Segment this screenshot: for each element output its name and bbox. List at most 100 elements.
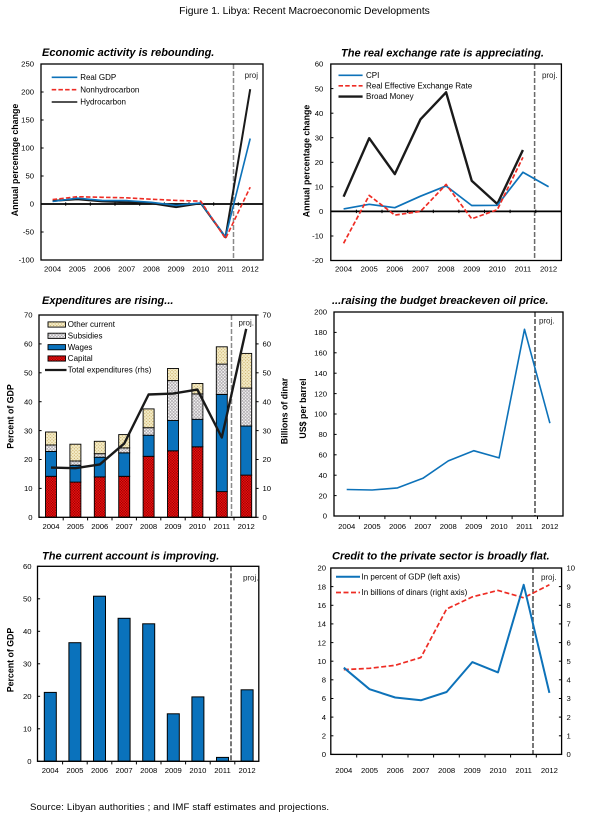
svg-text:Source: Libyan authorities ; a: Source: Libyan authorities ; and IMF sta…	[30, 802, 329, 813]
svg-text:2009: 2009	[164, 522, 181, 531]
svg-text:2011: 2011	[515, 265, 532, 274]
svg-text:2004: 2004	[335, 766, 353, 775]
svg-text:30: 30	[263, 426, 272, 435]
svg-text:0: 0	[323, 512, 327, 521]
svg-text:8: 8	[322, 676, 326, 685]
svg-text:2012: 2012	[238, 522, 255, 531]
svg-text:0: 0	[263, 513, 267, 522]
svg-text:160: 160	[314, 349, 327, 358]
svg-text:2012: 2012	[541, 766, 558, 775]
svg-text:8: 8	[567, 601, 571, 610]
svg-text:Billions of dinar: Billions of dinar	[280, 377, 290, 444]
svg-text:CPI: CPI	[366, 71, 379, 80]
svg-text:Total expenditures (rhs): Total expenditures (rhs)	[68, 366, 152, 375]
svg-text:20: 20	[263, 455, 272, 464]
svg-text:10: 10	[317, 657, 326, 666]
svg-text:The current account is improvi: The current account is improving.	[42, 551, 219, 563]
svg-text:10: 10	[315, 183, 324, 192]
svg-text:Other current: Other current	[68, 320, 116, 329]
svg-text:200: 200	[21, 88, 34, 97]
svg-text:70: 70	[263, 311, 272, 320]
svg-text:200: 200	[314, 308, 327, 317]
svg-text:-50: -50	[23, 228, 34, 237]
svg-text:2008: 2008	[440, 522, 457, 531]
svg-text:10: 10	[567, 564, 576, 573]
svg-text:Economic activity is reboundin: Economic activity is rebounding.	[42, 47, 214, 59]
svg-text:2007: 2007	[412, 766, 429, 775]
svg-text:2011: 2011	[217, 265, 234, 274]
svg-text:2010: 2010	[489, 766, 506, 775]
svg-text:30: 30	[315, 133, 324, 142]
svg-text:20: 20	[24, 455, 33, 464]
svg-text:proj.: proj.	[238, 319, 254, 328]
svg-text:2007: 2007	[116, 522, 133, 531]
svg-text:proj.: proj.	[243, 574, 259, 583]
svg-text:5: 5	[567, 657, 571, 666]
svg-text:50: 50	[315, 84, 324, 93]
svg-text:10: 10	[24, 484, 33, 493]
svg-text:0: 0	[28, 513, 32, 522]
svg-text:18: 18	[317, 582, 326, 591]
svg-text:30: 30	[24, 426, 33, 435]
svg-text:US$ per barrel: US$ per barrel	[298, 378, 308, 438]
svg-text:Percent of GDP: Percent of GDP	[6, 628, 16, 693]
svg-text:60: 60	[24, 340, 33, 349]
svg-text:20: 20	[23, 692, 32, 701]
svg-text:Nonhydrocarbon: Nonhydrocarbon	[80, 85, 139, 94]
svg-text:9: 9	[567, 582, 571, 591]
svg-text:60: 60	[315, 60, 324, 69]
svg-text:2007: 2007	[414, 522, 431, 531]
svg-text:2009: 2009	[465, 522, 482, 531]
svg-text:2009: 2009	[464, 766, 481, 775]
svg-text:2005: 2005	[364, 522, 381, 531]
svg-text:1: 1	[567, 732, 571, 741]
svg-text:Hydrocarbon: Hydrocarbon	[80, 98, 126, 107]
svg-text:60: 60	[263, 340, 272, 349]
svg-text:2009: 2009	[165, 766, 182, 775]
svg-text:2: 2	[567, 713, 571, 722]
svg-text:2012: 2012	[239, 766, 256, 775]
svg-text:3: 3	[567, 694, 571, 703]
svg-text:2004: 2004	[44, 265, 62, 274]
svg-text:2005: 2005	[69, 265, 86, 274]
svg-text:6: 6	[322, 694, 326, 703]
svg-text:2010: 2010	[192, 265, 209, 274]
svg-text:Real Effective Exchange Rate: Real Effective Exchange Rate	[366, 81, 473, 90]
svg-text:-100: -100	[19, 256, 34, 265]
svg-text:0: 0	[322, 750, 326, 759]
svg-text:50: 50	[24, 369, 33, 378]
svg-text:2011: 2011	[214, 522, 231, 531]
svg-text:2011: 2011	[515, 766, 532, 775]
svg-text:2007: 2007	[118, 265, 135, 274]
svg-text:120: 120	[314, 389, 327, 398]
svg-text:2006: 2006	[387, 766, 404, 775]
svg-text:40: 40	[315, 109, 324, 118]
svg-text:2010: 2010	[491, 522, 508, 531]
svg-text:2007: 2007	[116, 766, 133, 775]
svg-text:250: 250	[21, 60, 34, 69]
svg-text:2008: 2008	[438, 265, 455, 274]
svg-text:2004: 2004	[338, 522, 356, 531]
svg-text:10: 10	[263, 484, 272, 493]
svg-text:50: 50	[25, 172, 34, 181]
svg-text:2006: 2006	[389, 522, 406, 531]
svg-text:2008: 2008	[140, 766, 157, 775]
svg-text:180: 180	[314, 328, 327, 337]
svg-text:2006: 2006	[91, 522, 108, 531]
svg-text:100: 100	[21, 144, 34, 153]
svg-text:Broad Money: Broad Money	[366, 92, 414, 101]
svg-text:2006: 2006	[91, 766, 108, 775]
svg-text:2008: 2008	[438, 766, 455, 775]
svg-text:50: 50	[263, 369, 272, 378]
svg-text:2012: 2012	[541, 522, 558, 531]
svg-text:2006: 2006	[386, 265, 403, 274]
svg-text:80: 80	[318, 430, 327, 439]
svg-text:20: 20	[315, 158, 324, 167]
svg-text:2012: 2012	[540, 265, 557, 274]
svg-text:2007: 2007	[412, 265, 429, 274]
svg-text:60: 60	[23, 562, 32, 571]
svg-text:Credit to the private sector i: Credit to the private sector is broadly …	[332, 551, 550, 563]
svg-text:Annual percentage change: Annual percentage change	[302, 105, 312, 218]
svg-text:100: 100	[314, 410, 327, 419]
svg-text:proj.: proj.	[542, 71, 558, 80]
